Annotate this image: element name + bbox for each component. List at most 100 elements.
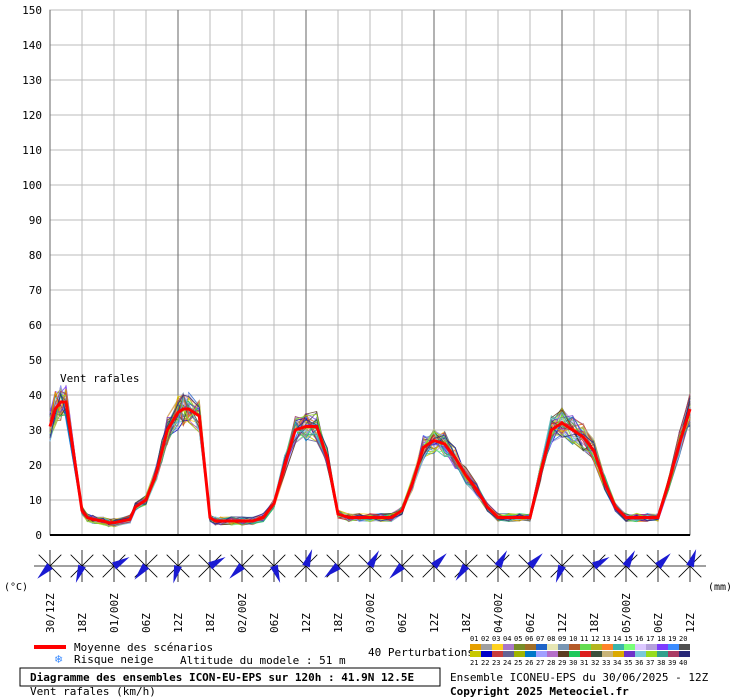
wind-rose-icon bbox=[418, 550, 450, 582]
perturbation-number: 37 bbox=[646, 659, 654, 667]
wind-arrow bbox=[302, 549, 313, 568]
perturbation-number: 36 bbox=[635, 659, 643, 667]
x-tick-label: 01/00Z bbox=[108, 593, 121, 633]
perturbation-number: 35 bbox=[624, 659, 632, 667]
x-tick-label: 18Z bbox=[332, 613, 345, 633]
x-tick-label: 18Z bbox=[460, 613, 473, 633]
perturbation-number: 24 bbox=[503, 659, 511, 667]
perturbation-number: 19 bbox=[668, 635, 676, 643]
perturbation-swatch bbox=[514, 651, 525, 657]
x-tick-label: 06Z bbox=[268, 613, 281, 633]
x-tick-label: 18Z bbox=[204, 613, 217, 633]
perturbation-number: 02 bbox=[481, 635, 489, 643]
wind-arrow bbox=[208, 557, 226, 570]
wind-arrow bbox=[455, 563, 470, 581]
perturbation-swatch bbox=[569, 651, 580, 657]
perturbation-swatch bbox=[624, 651, 635, 657]
perturbation-swatch bbox=[591, 651, 602, 657]
x-tick-label: 12Z bbox=[300, 613, 313, 633]
perturbation-swatch bbox=[481, 644, 492, 650]
perturbation-number: 16 bbox=[635, 635, 643, 643]
perturbation-number: 06 bbox=[525, 635, 533, 643]
perturbation-swatch bbox=[602, 651, 613, 657]
wind-rose-icon bbox=[322, 550, 354, 582]
wind-arrow bbox=[389, 563, 405, 579]
wind-rose-icon bbox=[386, 550, 418, 582]
perturbation-number: 12 bbox=[591, 635, 599, 643]
perturbation-swatch bbox=[525, 644, 536, 650]
perturbation-swatch bbox=[613, 651, 624, 657]
wind-arrow bbox=[527, 553, 543, 569]
y-tick-label: 140 bbox=[22, 39, 42, 52]
wind-rose-icon bbox=[482, 550, 514, 582]
y-tick-label: 30 bbox=[29, 424, 42, 437]
perturbation-swatch bbox=[503, 651, 514, 657]
wind-rose-icon bbox=[450, 550, 482, 582]
perturbation-swatch bbox=[646, 644, 657, 650]
perturbation-swatch bbox=[536, 644, 547, 650]
wind-arrow bbox=[366, 550, 379, 568]
wind-rose-icon bbox=[226, 550, 258, 582]
wind-arrow bbox=[494, 550, 507, 568]
perturbation-number: 22 bbox=[481, 659, 489, 667]
y-tick-label: 0 bbox=[35, 529, 42, 542]
wind-arrow bbox=[229, 563, 245, 579]
wind-arrow bbox=[270, 564, 281, 583]
perturbation-number: 31 bbox=[580, 659, 588, 667]
wind-rose-icon bbox=[674, 549, 706, 582]
y-tick-label: 80 bbox=[29, 249, 42, 262]
perturbation-number: 29 bbox=[558, 659, 566, 667]
y-axis-labels: 0 10 20 30 40 50 60 70 80 90 100 110 120 130 140 150 bbox=[22, 4, 42, 542]
perturbation-swatch bbox=[470, 644, 481, 650]
x-tick-label: 30/12Z bbox=[44, 593, 57, 633]
perturbation-swatch bbox=[536, 651, 547, 657]
perturbation-swatch bbox=[613, 644, 624, 650]
perturbation-number: 01 bbox=[470, 635, 478, 643]
perturbation-swatch bbox=[547, 651, 558, 657]
perturbation-number: 09 bbox=[558, 635, 566, 643]
wind-rose-icon bbox=[194, 550, 226, 582]
snow-legend-label: Risque neige bbox=[74, 653, 153, 666]
perturbation-number: 07 bbox=[536, 635, 544, 643]
mean-legend-label: Moyenne des scénarios bbox=[74, 641, 213, 654]
wind-arrow bbox=[431, 553, 447, 569]
wind-arrow bbox=[112, 557, 130, 570]
x-tick-label: 02/00Z bbox=[236, 593, 249, 633]
y-axis-title: Vent rafales (km/h) bbox=[30, 685, 156, 698]
wind-arrow bbox=[75, 564, 86, 583]
wind-arrow bbox=[37, 563, 53, 579]
x-tick-label: 06Z bbox=[140, 613, 153, 633]
y-tick-label: 90 bbox=[29, 214, 42, 227]
perturbation-swatch bbox=[668, 651, 679, 657]
perturbation-number: 14 bbox=[613, 635, 621, 643]
perturbation-number: 34 bbox=[613, 659, 621, 667]
x-tick-label: 12Z bbox=[684, 613, 697, 633]
mean-series bbox=[48, 400, 692, 525]
wind-direction-row bbox=[34, 549, 706, 584]
y-tick-label: 10 bbox=[29, 494, 42, 507]
perturbation-swatch bbox=[492, 644, 503, 650]
y-tick-label: 60 bbox=[29, 319, 42, 332]
perturbation-number: 25 bbox=[514, 659, 522, 667]
y-tick-label: 70 bbox=[29, 284, 42, 297]
perturbation-swatch bbox=[580, 644, 591, 650]
left-unit: (°C) bbox=[4, 582, 28, 593]
x-tick-label: 06Z bbox=[396, 613, 409, 633]
perturbation-number: 05 bbox=[514, 635, 522, 643]
y-tick-label: 110 bbox=[22, 144, 42, 157]
perturbation-number: 10 bbox=[569, 635, 577, 643]
perturbation-swatch bbox=[679, 644, 690, 650]
perturbation-number: 20 bbox=[679, 635, 687, 643]
wind-rose-icon bbox=[66, 550, 98, 583]
y-tick-label: 100 bbox=[22, 179, 42, 192]
x-axis-labels: 30/12Z 18Z 01/00Z 06Z 12Z 18Z 02/00Z 06Z 12Z 18Z 0… bbox=[44, 593, 697, 633]
perturbation-number: 32 bbox=[591, 659, 599, 667]
wind-arrow bbox=[655, 553, 671, 569]
perturbation-swatch bbox=[657, 651, 668, 657]
ensemble-info: Ensemble ICONEU-EPS du 30/06/2025 - 12Z bbox=[450, 671, 709, 684]
y-tick-label: 20 bbox=[29, 459, 42, 472]
perturbation-swatch bbox=[602, 644, 613, 650]
perturbation-swatch bbox=[591, 644, 602, 650]
x-tick-label: 12Z bbox=[556, 613, 569, 633]
wind-arrow bbox=[173, 564, 182, 584]
